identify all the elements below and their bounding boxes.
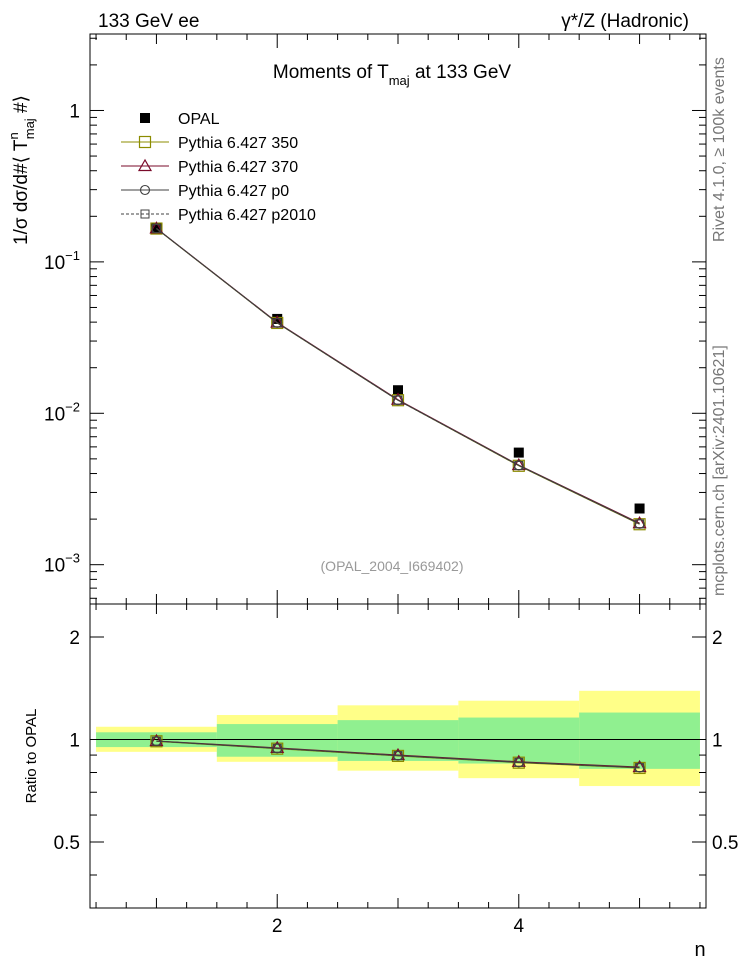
legend-marker — [140, 209, 150, 219]
legend-label: Pythia 6.427 370 — [178, 159, 298, 176]
mcplots-source-label: mcplots.cern.ch [arXiv:2401.10621] — [711, 345, 728, 596]
data-point — [393, 385, 403, 396]
series-line — [156, 228, 640, 525]
legend-entry: Pythia 6.427 p0 — [121, 183, 289, 200]
series-pythia-6-427-p2010 — [151, 223, 645, 529]
legend-entry: Pythia 6.427 350 — [121, 135, 298, 152]
x-tick-label: 4 — [513, 916, 524, 937]
legend-marker — [137, 158, 153, 172]
ratio-line — [156, 740, 640, 769]
header-left-label: 133 GeV ee — [98, 11, 199, 32]
data-point — [634, 503, 645, 514]
ratio-y-tick-label-right: 1 — [712, 731, 723, 752]
data-point — [151, 223, 161, 233]
ratio-axis-ticks — [90, 604, 706, 908]
analysis-watermark: (OPAL_2004_I669402) — [321, 558, 464, 574]
header-right-label: γ*/Z (Hadronic) — [561, 11, 689, 32]
data-point — [151, 222, 162, 233]
x-tick-label: 2 — [272, 916, 283, 937]
ratio-y-axis-label: Ratio to OPAL — [23, 709, 40, 804]
ratio-point — [635, 763, 645, 773]
data-point — [512, 459, 525, 472]
legend-label: Pythia 6.427 p2010 — [178, 207, 316, 224]
series-line — [156, 228, 640, 525]
ratio-y-tick-label: 2 — [69, 628, 80, 649]
series-line — [156, 228, 640, 525]
ratio-y-tick-label: 1 — [69, 731, 80, 752]
ratio-point — [151, 736, 161, 746]
ratio-y-tick-label-right: 0.5 — [712, 833, 738, 854]
ratio-y-tick-label-right: 2 — [712, 628, 723, 649]
ratio-tick-labels: 0.5 0.5 1 1 2 2 2 4 — [54, 628, 739, 937]
uncertainty-band-green — [579, 712, 700, 769]
legend-marker — [138, 135, 152, 149]
y-tick-label: 10−1 — [44, 248, 80, 274]
series-pythia-6-427-370 — [149, 221, 647, 529]
main-y-axis-label: 1/σ dσ/d#⟨ Tnmaj #⟩ — [6, 95, 37, 245]
main-y-tick-labels: 1 10−1 10−2 10−3 — [44, 101, 80, 576]
series-pythia-6-427-p0 — [151, 223, 645, 529]
x-axis-label: n — [694, 939, 705, 961]
legend-marker — [140, 113, 150, 123]
legend-entry: Pythia 6.427 p2010 — [121, 207, 316, 224]
main-axis-ticks — [90, 34, 706, 604]
ratio-series-pythia-6-427-p2010 — [151, 736, 645, 773]
chart-title: Moments of Tmaj at 133 GeV — [273, 62, 511, 88]
main-panel: 1 10−1 10−2 10−3 Moments of Tmaj at 133 GeV… — [6, 33, 707, 605]
legend-entry: OPAL — [140, 111, 220, 128]
legend: OPAL Pythia 6.427 350 Pythia 6.427 370 Pyth… — [121, 111, 316, 224]
ratio-point — [393, 751, 403, 761]
main-plot-content — [149, 221, 647, 531]
ratio-point — [633, 761, 646, 775]
series-line — [156, 227, 640, 524]
uncertainty-band-green — [337, 720, 459, 761]
data-point — [633, 518, 646, 531]
data-point — [513, 447, 524, 458]
legend-marker — [139, 184, 151, 196]
y-tick-label: 10−2 — [44, 399, 80, 425]
legend-label: Pythia 6.427 p0 — [178, 183, 289, 200]
ratio-panel: 0.5 0.5 1 1 2 2 2 4 Ratio to OPAL n — [23, 603, 739, 961]
series-opal — [151, 222, 645, 514]
data-point — [514, 461, 524, 471]
data-point — [393, 395, 403, 405]
legend-label: OPAL — [178, 111, 220, 128]
ratio-plot-content — [90, 690, 706, 787]
rivet-version-label: Rivet 4.1.0, ≥ 100k events — [711, 57, 728, 242]
y-tick-label: 10−3 — [44, 551, 80, 577]
data-point — [635, 519, 645, 529]
legend-entry: Pythia 6.427 370 — [121, 158, 298, 176]
ratio-point — [514, 757, 524, 767]
ratio-y-tick-label: 0.5 — [54, 833, 80, 854]
ratio-point — [272, 743, 282, 753]
legend-label: Pythia 6.427 350 — [178, 135, 298, 152]
y-tick-label: 1 — [69, 101, 80, 122]
series-pythia-6-427-350 — [150, 222, 646, 531]
data-point — [272, 318, 282, 328]
